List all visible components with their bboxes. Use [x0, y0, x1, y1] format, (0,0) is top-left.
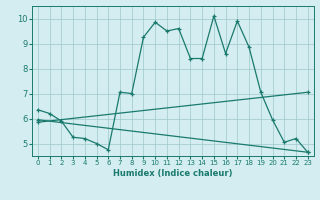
X-axis label: Humidex (Indice chaleur): Humidex (Indice chaleur) — [113, 169, 233, 178]
